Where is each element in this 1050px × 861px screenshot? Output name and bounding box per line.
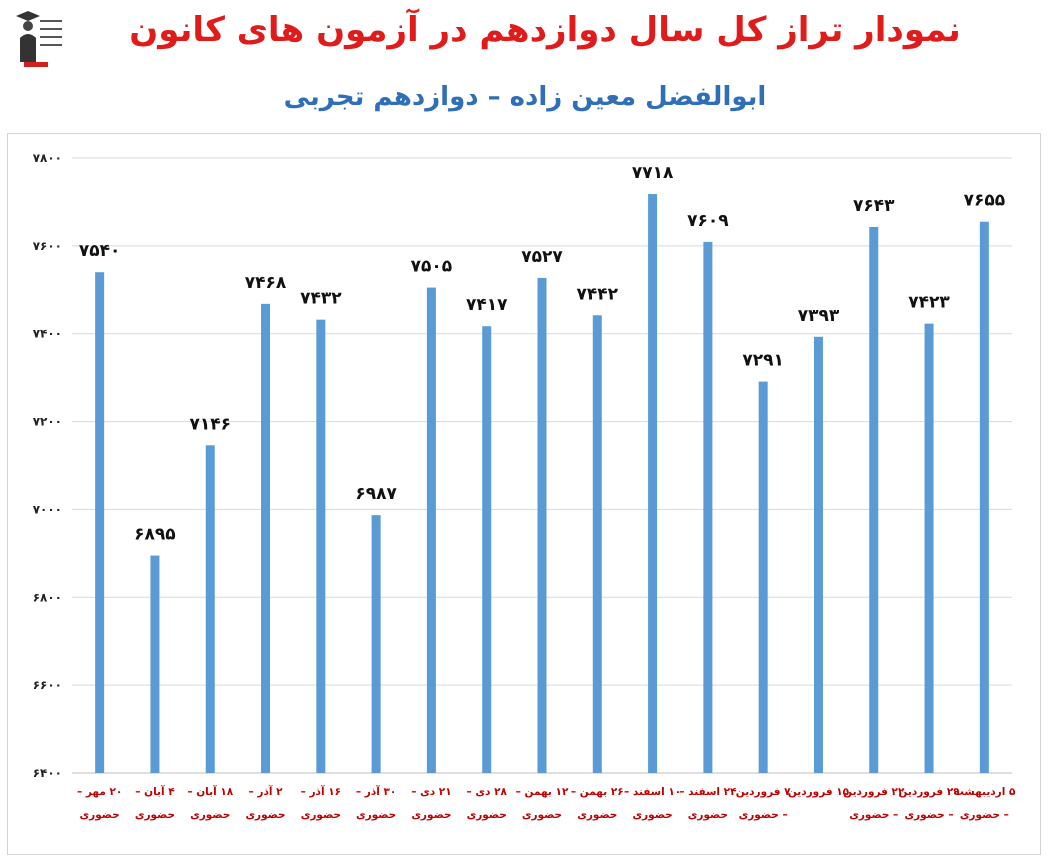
x-tick-label: ۲۰ مهر – — [77, 786, 122, 798]
x-tick-label: ۲۶ بهمن – — [571, 786, 624, 798]
x-tick-label: حضوری — [135, 809, 175, 821]
bar — [924, 323, 934, 773]
y-tick-label: ۷۰۰۰ — [33, 502, 62, 516]
x-tick-label: حضوری — [411, 809, 451, 821]
bar — [261, 303, 271, 773]
data-label: ۷۶۰۹ — [687, 211, 729, 231]
data-label: ۶۸۹۵ — [134, 525, 176, 545]
data-label: ۷۵۰۵ — [411, 257, 453, 277]
y-tick-label: ۶۴۰۰ — [33, 766, 62, 780]
data-label: ۷۱۴۶ — [189, 414, 231, 434]
bar — [150, 555, 160, 773]
x-tick-label: حضوری — [356, 809, 396, 821]
bar — [703, 241, 713, 773]
x-tick-label: ۱۶ آذر – — [301, 785, 341, 798]
bar — [979, 221, 989, 774]
data-label: ۷۵۲۷ — [521, 247, 563, 267]
x-tick-label: ۱۵ فروردین — [788, 786, 850, 798]
chart-title: نمودار تراز کل سال دوازدهم در آزمون های … — [129, 10, 961, 50]
kanoon-logo — [10, 6, 66, 70]
data-label: ۷۳۹۳ — [798, 306, 840, 326]
x-tick-label: ۲۹ فروردین — [898, 786, 960, 798]
data-label: ۷۵۴۰ — [79, 241, 121, 261]
data-label: ۶۹۸۷ — [355, 484, 397, 504]
x-tick-label: ۲۸ دی – — [467, 786, 508, 798]
x-tick-label: – حضوری — [739, 809, 788, 821]
x-tick-label: ۲ آذر – — [249, 785, 284, 798]
x-tick-label: حضوری — [633, 809, 673, 821]
x-tick-label: – حضوری — [849, 809, 898, 821]
chart-area — [7, 133, 1041, 855]
x-tick-label: حضوری — [522, 809, 562, 821]
graduate-logo-icon — [12, 8, 64, 68]
data-label: ۷۴۴۲ — [577, 284, 619, 304]
x-tick-label: – حضوری — [960, 809, 1009, 821]
bar — [95, 272, 105, 773]
x-tick-label: حضوری — [467, 809, 507, 821]
y-tick-label: ۶۶۰۰ — [33, 678, 62, 692]
x-tick-label: ۲۲ فروردین — [843, 786, 905, 798]
y-tick-label: ۷۸۰۰ — [33, 151, 62, 165]
data-label: ۷۶۵۵ — [964, 191, 1006, 211]
x-tick-label: حضوری — [688, 809, 728, 821]
data-label: ۷۷۱۸ — [632, 163, 674, 183]
bar — [813, 336, 823, 773]
y-tick-label: ۶۸۰۰ — [33, 590, 62, 604]
bar — [205, 445, 215, 773]
bar — [869, 226, 879, 774]
x-tick-label: ۳۰ آذر – — [356, 785, 396, 798]
y-tick-label: ۷۲۰۰ — [33, 415, 62, 429]
y-tick-label: ۷۴۰۰ — [33, 327, 62, 341]
data-label: ۷۴۶۸ — [245, 273, 287, 293]
bar — [482, 326, 492, 773]
x-tick-label: حضوری — [245, 809, 285, 821]
bar — [426, 287, 436, 773]
data-label: ۷۴۳۲ — [300, 289, 342, 309]
data-label: ۷۴۲۳ — [908, 293, 950, 313]
x-tick-label: ۲۱ دی – — [411, 786, 451, 798]
x-tick-label: ۵ اردیبهشت — [953, 786, 1016, 798]
x-tick-label: ۴ آبان – — [135, 785, 175, 798]
bar — [648, 194, 658, 773]
chart-subtitle: ابوالفضل معین زاده – دوازدهم تجربی — [283, 82, 767, 112]
data-label: ۷۶۴۳ — [853, 196, 895, 216]
bar — [371, 515, 381, 773]
y-tick-label: ۷۶۰۰ — [33, 239, 62, 253]
x-tick-label: حضوری — [190, 809, 230, 821]
x-tick-label: ۱۲ بهمن – — [516, 786, 569, 798]
bar — [537, 277, 547, 773]
data-label: ۷۴۱۷ — [466, 295, 508, 315]
bar — [592, 315, 602, 773]
x-tick-label: – حضوری — [905, 809, 954, 821]
x-tick-label: ۷ فروردین — [736, 786, 791, 798]
x-tick-label: ۲۴ اسفند – — [679, 786, 737, 798]
x-tick-label: ۱۰ اسفند – — [624, 786, 681, 798]
bar — [316, 319, 326, 773]
x-tick-label: حضوری — [301, 809, 341, 821]
x-tick-label: حضوری — [80, 809, 120, 821]
x-tick-label: ۱۸ آبان – — [187, 785, 233, 798]
bar — [758, 381, 768, 773]
data-label: ۷۲۹۱ — [742, 351, 784, 371]
x-tick-label: حضوری — [577, 809, 617, 821]
